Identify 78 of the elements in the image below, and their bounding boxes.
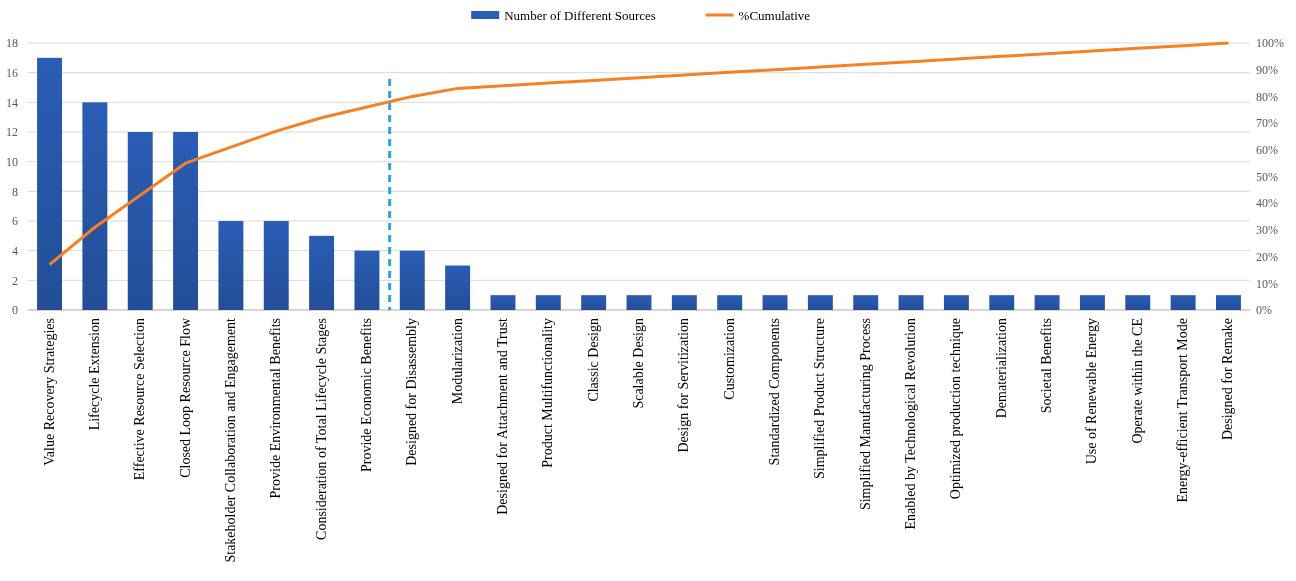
y-tick-label: 4 [12, 243, 18, 258]
y-tick-label: 12 [6, 125, 18, 140]
y2-tick-label: 20% [1256, 249, 1278, 264]
bar [807, 295, 833, 310]
x-tick-label: Societal Benefits [1039, 318, 1055, 414]
y-tick-label: 8 [12, 184, 18, 199]
bar [37, 57, 63, 310]
bar [626, 295, 652, 310]
y2-tick-label: 10% [1256, 276, 1278, 291]
y2-tick-label: 90% [1256, 62, 1278, 77]
y2-tick-label: 100% [1256, 36, 1284, 51]
y2-tick-label: 80% [1256, 89, 1278, 104]
line-series [48, 41, 1230, 267]
bar [1170, 295, 1196, 310]
bar [581, 295, 607, 310]
x-tick-label: Consideration of Total Lifecycle Stages [313, 318, 329, 540]
bar [490, 295, 516, 310]
bar [535, 295, 561, 310]
x-tick-label: Provide Environmental Benefits [268, 318, 284, 499]
x-tick-label: Design for Servitization [676, 318, 692, 453]
x-tick-label: Enabled by Technological Revolution [903, 318, 919, 530]
bar [263, 221, 289, 310]
x-tick-label: Energy-efficient Transport Mode [1175, 318, 1191, 503]
x-tick-label: Designed for Remake [1220, 318, 1236, 441]
bar [989, 295, 1015, 310]
x-tick-label: Stakeholder Collaboration and Engagement [222, 317, 238, 563]
bar [218, 221, 244, 310]
bar [717, 295, 743, 310]
legend-label: %Cumulative [738, 8, 811, 23]
y2-tick-label: 60% [1256, 143, 1278, 157]
y2-tick-label: 70% [1256, 116, 1278, 131]
y2-tick-label: 30% [1256, 223, 1278, 238]
x-tick-label: Provide Economic Benefits [358, 318, 374, 472]
x-tick-label: Dematerialization [993, 318, 1009, 419]
bar [82, 102, 108, 310]
x-tick-label: Classic Design [585, 318, 601, 402]
y2-tick-label: 50% [1256, 169, 1278, 184]
x-tick-label: Designed for Attachment and Trust [494, 317, 510, 515]
bar [1125, 295, 1151, 310]
x-tick-label: Customization [721, 318, 737, 400]
x-tick-label: Operate within the CE [1129, 318, 1145, 444]
y-tick-label: 0 [12, 303, 18, 318]
bar [1034, 295, 1060, 310]
bar [1215, 295, 1241, 310]
y-tick-label: 10 [6, 154, 18, 169]
x-tick-label: Product Multifunctionality [540, 318, 556, 468]
bar [943, 295, 969, 310]
bar [762, 295, 788, 310]
bar [127, 132, 153, 310]
x-tick-label: Value Recovery Strategies [41, 318, 57, 466]
y-tick-label: 16 [6, 65, 18, 80]
bar [853, 295, 879, 310]
x-tick-label: Optimized production technique [948, 318, 964, 500]
x-tick-label: Simplified Product Structure [812, 318, 828, 479]
bar [445, 265, 471, 310]
bar [173, 132, 199, 310]
x-tick-label: Designed for Disassembly [404, 318, 420, 466]
y-tick-label: 6 [12, 214, 18, 229]
x-tick-label: Modularization [449, 318, 465, 405]
y2-tick-label: 0% [1256, 303, 1272, 318]
y-tick-label: 2 [12, 273, 18, 288]
x-tick-label: Lifecycle Extension [86, 318, 102, 431]
bar [399, 250, 425, 310]
y2-tick-label: 40% [1256, 196, 1278, 211]
x-tick-label: Effective Resource Selection [132, 318, 148, 481]
y-tick-label: 18 [6, 36, 18, 51]
legend-label: Number of Different Sources [504, 8, 656, 23]
y-tick-label: 14 [6, 95, 18, 110]
x-tick-label: Simplified Manufacturing Process [857, 318, 873, 511]
x-tick-label: Standardized Components [767, 318, 783, 466]
bar [898, 295, 924, 310]
bar [354, 250, 380, 310]
bar [1079, 295, 1105, 310]
bar [309, 235, 335, 310]
x-tick-label: Use of Renewable Energy [1084, 318, 1100, 465]
x-tick-label: Scalable Design [631, 318, 646, 409]
x-tick-label: Closed Loop Resource Flow [177, 317, 193, 478]
bar [671, 295, 697, 310]
